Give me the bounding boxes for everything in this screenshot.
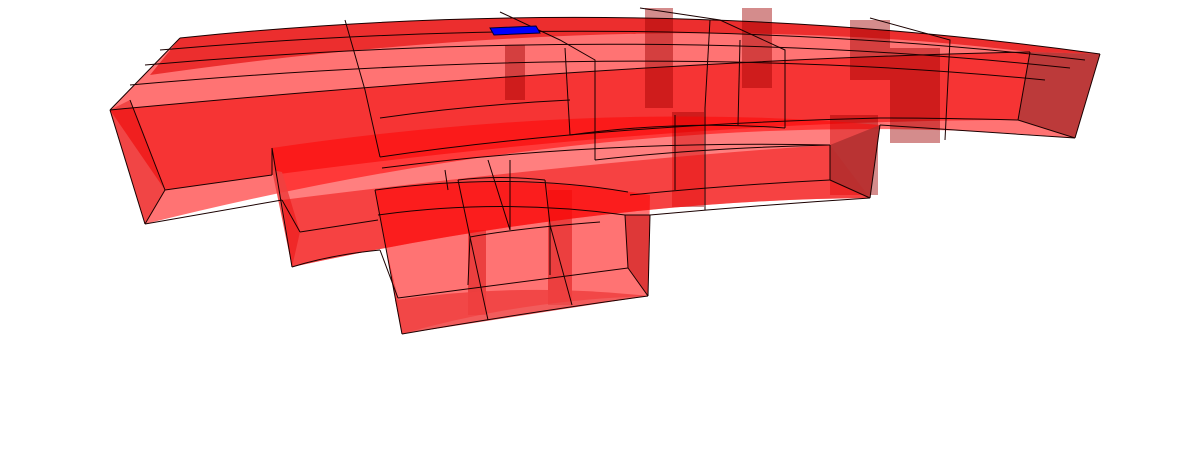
upper-tier-left-end xyxy=(110,100,165,224)
lower-tier xyxy=(375,182,650,334)
depth-slot xyxy=(645,8,673,108)
lower-tier-front-face xyxy=(395,289,648,334)
mesh-edges xyxy=(109,7,1101,335)
depth-slot xyxy=(742,8,772,88)
upper-tier-inner-wall xyxy=(150,17,1100,75)
highlighted-cell-top-face[interactable] xyxy=(489,25,541,36)
depth-slot xyxy=(505,45,525,100)
highlighted-cell[interactable] xyxy=(489,25,541,36)
middle-tier-right-end xyxy=(830,125,880,198)
lower-tier-right-end xyxy=(625,215,650,296)
upper-tier-right-end xyxy=(1018,52,1100,138)
